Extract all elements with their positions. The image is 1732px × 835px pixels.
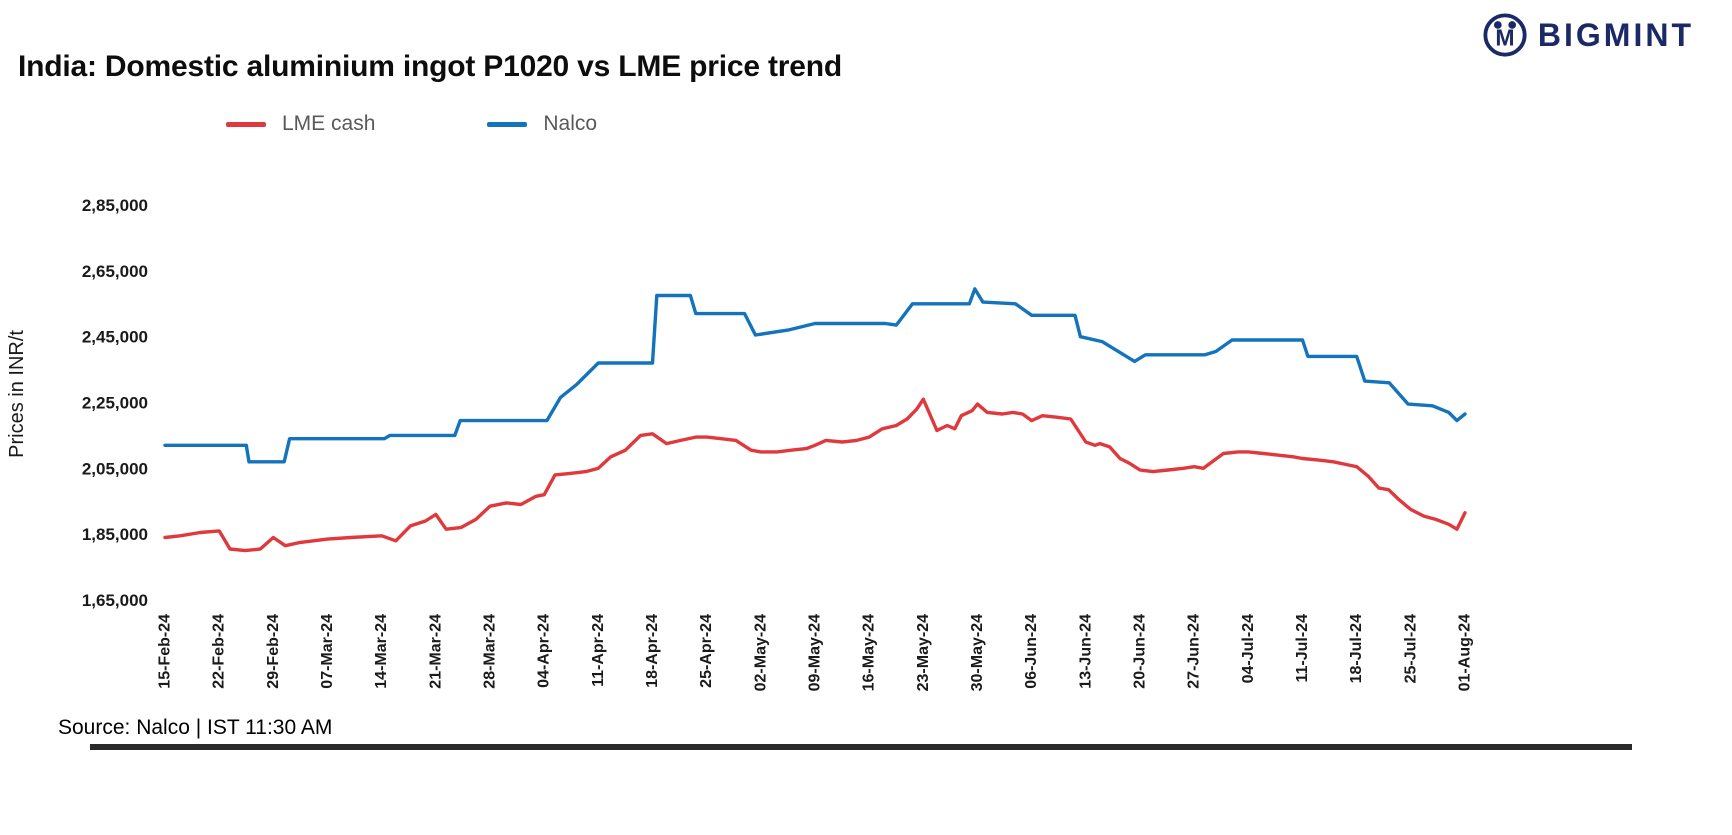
x-tick-label: 04-Jul-24 <box>1240 614 1257 683</box>
x-tick-label: 18-Jul-24 <box>1348 614 1365 683</box>
x-tick-label: 16-May-24 <box>861 614 878 691</box>
x-tick-label: 30-May-24 <box>969 614 986 691</box>
x-tick-label: 29-Feb-24 <box>265 614 282 689</box>
legend-swatch <box>487 121 528 127</box>
x-tick-label: 21-Mar-24 <box>427 614 444 689</box>
x-tick-label: 23-May-24 <box>915 614 932 691</box>
series-line-nalco <box>163 287 1467 464</box>
x-tick-label: 06-Jun-24 <box>1023 614 1040 689</box>
page-title: India: Domestic aluminium ingot P1020 vs… <box>18 50 842 83</box>
bigmint-logo-icon: M <box>1483 13 1527 57</box>
y-tick-label: 2,85,000 <box>82 196 148 215</box>
y-tick-label: 1,85,000 <box>82 525 148 544</box>
y-tick-label: 1,65,000 <box>82 591 148 610</box>
series-line-lme-cash <box>163 397 1467 553</box>
bigmint-logo-text: BIGMINT <box>1537 16 1694 53</box>
x-tick-label: 14-Mar-24 <box>373 614 390 689</box>
x-tick-label: 18-Apr-24 <box>644 614 661 688</box>
x-tick-label: 11-Jul-24 <box>1294 614 1311 683</box>
bigmint-logo: M BIGMINT <box>1482 12 1694 58</box>
chart-legend: LME cash Nalco <box>226 112 597 136</box>
x-tick-label: 20-Jun-24 <box>1132 614 1149 689</box>
x-tick-label: 11-Apr-24 <box>590 614 607 687</box>
y-tick-label: 2,45,000 <box>82 328 148 347</box>
x-tick-label: 28-Mar-24 <box>482 614 499 689</box>
x-tick-label: 22-Feb-24 <box>211 614 228 689</box>
x-tick-label: 04-Apr-24 <box>536 614 553 688</box>
legend-item-lme-cash: LME cash <box>226 112 375 136</box>
x-tick-label: 02-May-24 <box>752 614 769 691</box>
bottom-divider <box>90 744 1632 750</box>
y-tick-label: 2,25,000 <box>82 394 148 413</box>
legend-label: LME cash <box>282 112 376 135</box>
x-tick-label: 15-Feb-24 <box>157 614 174 689</box>
x-tick-label: 25-Jul-24 <box>1402 614 1419 683</box>
y-tick-label: 2,05,000 <box>82 459 148 478</box>
x-tick-label: 27-Jun-24 <box>1186 614 1203 689</box>
x-tick-label: 07-Mar-24 <box>319 614 336 689</box>
x-tick-label: 09-May-24 <box>807 614 824 691</box>
svg-text:M: M <box>1495 25 1514 51</box>
x-tick-label: 25-Apr-24 <box>698 614 715 688</box>
legend-label: Nalco <box>543 112 598 135</box>
legend-swatch <box>226 121 266 127</box>
legend-item-nalco: Nalco <box>487 112 597 136</box>
y-tick-label: 2,65,000 <box>82 262 148 281</box>
x-tick-label: 01-Aug-24 <box>1457 614 1474 691</box>
x-tick-label: 13-Jun-24 <box>1077 614 1094 689</box>
source-note: Source: Nalco | IST 11:30 AM <box>58 716 333 739</box>
